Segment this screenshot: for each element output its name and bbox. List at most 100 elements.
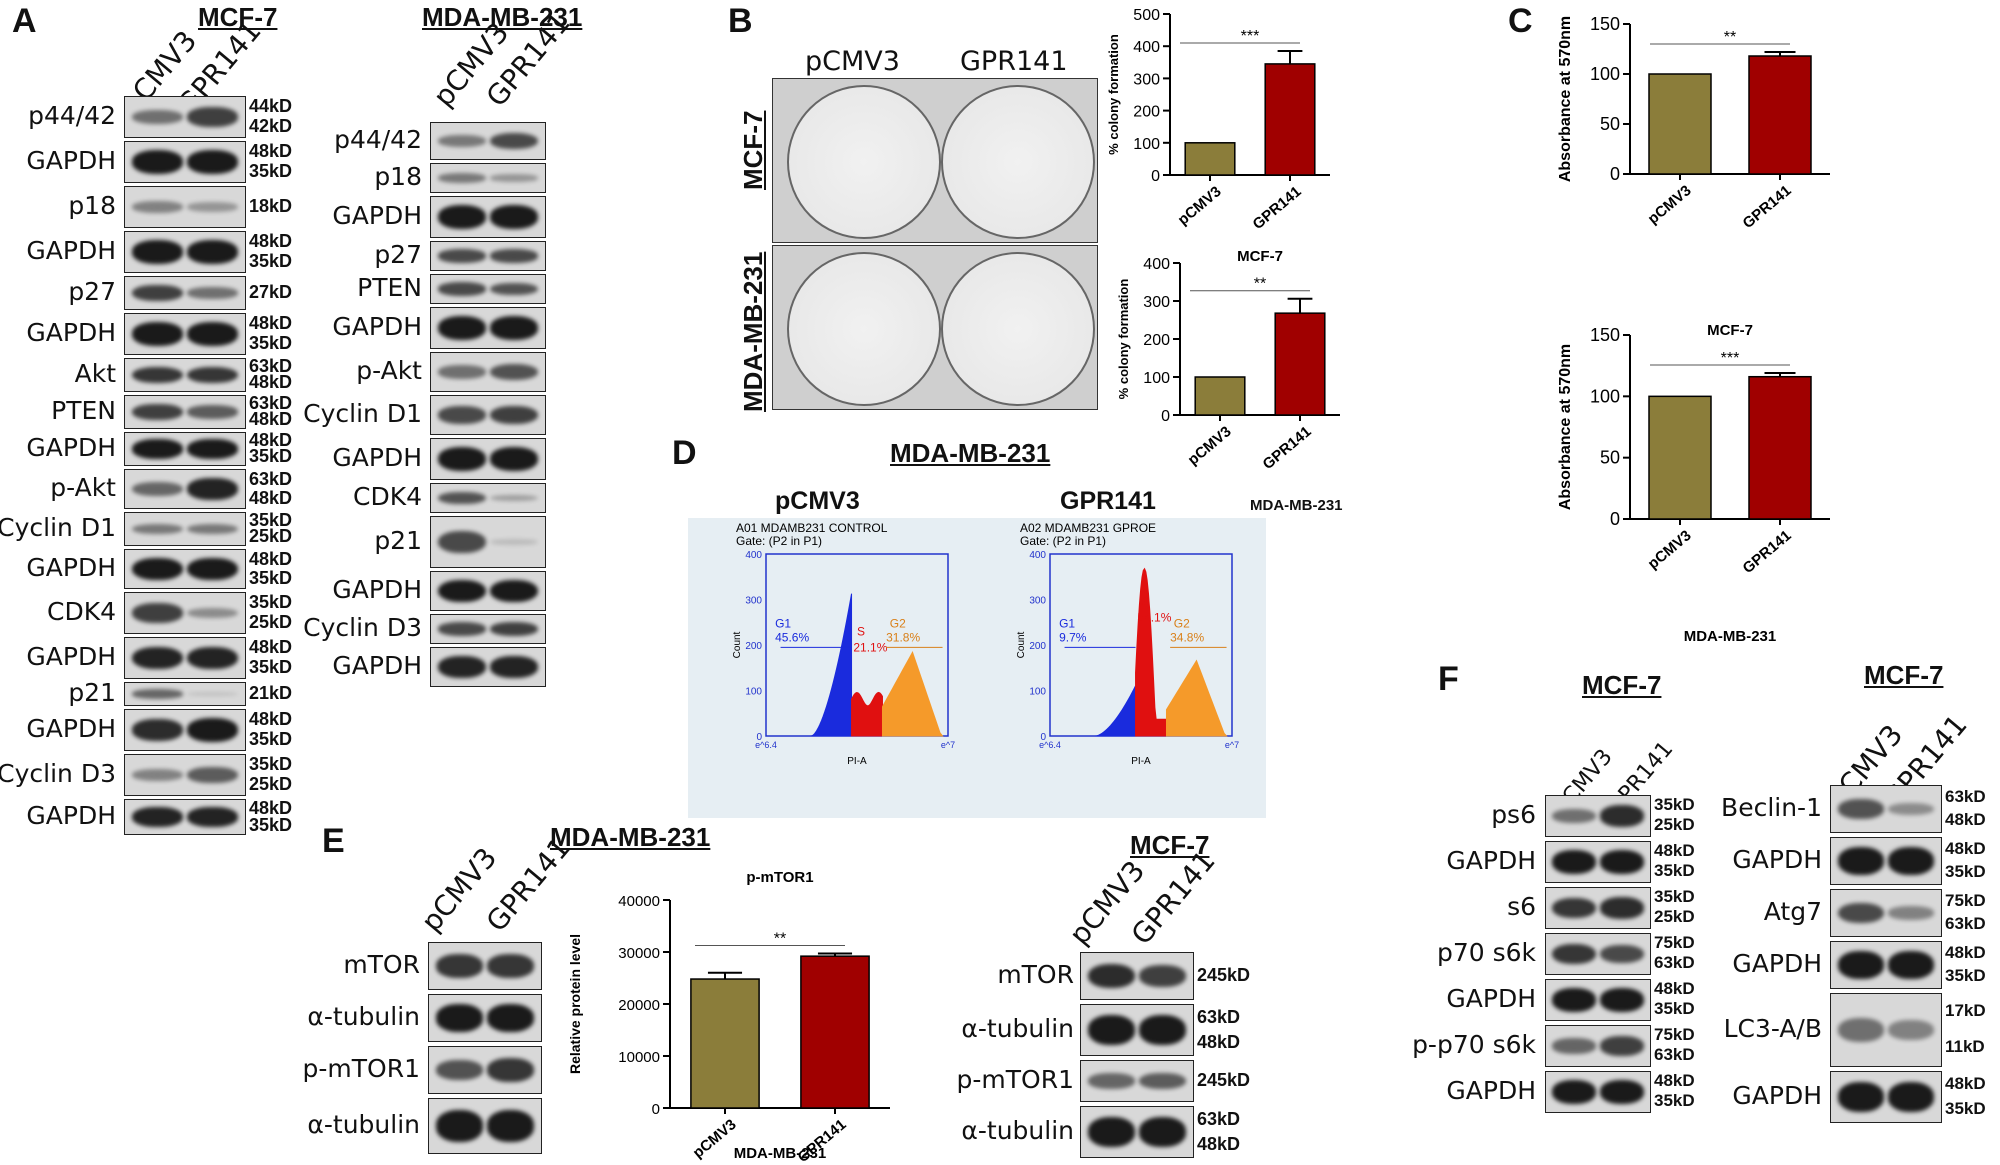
kd-marker: 35kD — [249, 161, 293, 181]
blot-label: p21 — [374, 526, 422, 555]
blot-band — [132, 603, 183, 623]
blot-strip — [430, 241, 546, 271]
blot-label: p-mTOR1 — [302, 1054, 420, 1083]
facs-gate: Gate: (P2 in P1) — [1020, 534, 1106, 548]
significance-label: *** — [1721, 350, 1740, 367]
blot-label: GAPDH — [26, 642, 116, 671]
blot-label: GAPDH — [1446, 984, 1536, 1013]
blot-band — [187, 240, 238, 264]
significance-label: ** — [1724, 29, 1736, 46]
panel-letter-d: D — [672, 434, 697, 472]
blot-band — [490, 282, 539, 296]
kd-marker: 48kD — [1945, 1073, 1986, 1093]
panel-d-title: MDA-MB-231 — [890, 438, 1051, 468]
blot-band — [490, 316, 539, 340]
kd-marker: 63kD — [249, 468, 293, 489]
y-tick-label: 0 — [1151, 168, 1160, 185]
facs-x-tick: e^7 — [941, 740, 955, 750]
kd-marker: 25kD — [249, 526, 293, 546]
kd-marker: 48kD — [249, 409, 293, 429]
y-tick-label: 150 — [1590, 325, 1620, 345]
blot-band — [1552, 1038, 1596, 1054]
blot-band — [437, 205, 486, 229]
colony-dish-gpr — [941, 252, 1095, 406]
y-axis-label: % colony formation — [1106, 34, 1121, 155]
facs-s-label: S — [857, 624, 865, 638]
blot-band — [487, 1004, 535, 1032]
blot-band — [1552, 943, 1596, 965]
blot-band — [490, 249, 539, 263]
kd-marker: 63kD — [249, 356, 293, 376]
blot-strip — [430, 614, 546, 644]
blot-band — [187, 202, 238, 212]
facs-x-label: PI-A — [847, 756, 867, 767]
kd-marker: 44kD — [249, 96, 293, 116]
panel-f-left-title: MCF-7 — [1582, 670, 1662, 700]
blot-strip — [1830, 889, 1942, 937]
blot-strip — [124, 754, 246, 796]
facs-y-tick: 300 — [745, 596, 762, 607]
facs-histogram-segment — [811, 593, 853, 737]
kd-marker: 63kD — [1654, 1045, 1695, 1064]
significance-label: *** — [1241, 28, 1260, 45]
blot-band — [1087, 963, 1135, 989]
kd-marker: 245kD — [1197, 965, 1251, 985]
kd-marker: 35kD — [1945, 1098, 1986, 1118]
blot-label: CDK4 — [46, 597, 116, 626]
blot-strip — [430, 571, 546, 611]
blot-label: Cyclin D3 — [0, 759, 116, 788]
kd-marker: 75kD — [1945, 890, 1986, 910]
y-tick-label: 100 — [1590, 64, 1620, 84]
y-tick-label: 300 — [1133, 71, 1160, 88]
blot-strip — [124, 682, 246, 706]
bar — [800, 955, 870, 1109]
blot-band — [437, 406, 486, 424]
blot-strip — [1830, 785, 1942, 833]
blot-label: p-Akt — [50, 473, 116, 502]
blot-band — [435, 1004, 483, 1032]
facs-s-label: S — [1141, 594, 1149, 608]
blot-label: PTEN — [51, 396, 116, 425]
kd-marker: 48kD — [1654, 841, 1695, 860]
blot-label: PTEN — [357, 273, 422, 302]
kd-marker: 35kD — [249, 446, 293, 466]
kd-marker: 35kD — [249, 754, 293, 774]
x-tick-label: GPR141 — [1250, 183, 1305, 233]
blot-band — [1837, 847, 1884, 875]
kd-marker: 35kD — [1654, 999, 1695, 1018]
facs-y-tick: 200 — [745, 641, 762, 652]
panel-letter-e: E — [322, 822, 345, 860]
panel-e-mda-title: MDA-MB-231 — [550, 822, 711, 852]
blot-label: GAPDH — [26, 714, 116, 743]
blot-band — [487, 1110, 535, 1142]
bar — [1264, 63, 1316, 176]
blot-band — [1888, 847, 1935, 875]
kd-marker: 35kD — [1654, 887, 1695, 906]
blot-band — [1600, 805, 1644, 827]
blot-strip — [430, 395, 546, 435]
blot-band — [132, 689, 183, 699]
blot-label: GAPDH — [332, 575, 422, 604]
blot-label: ps6 — [1491, 800, 1536, 829]
facs-y-tick: 0 — [756, 732, 762, 743]
blot-band — [187, 107, 238, 127]
significance-label: ** — [1254, 276, 1266, 293]
kd-marker: 35kD — [249, 333, 293, 353]
blot-strip — [1545, 1025, 1651, 1067]
facs-y-tick: 300 — [1029, 596, 1046, 607]
blot-band — [490, 447, 539, 471]
blot-strip — [430, 196, 546, 238]
y-tick-label: 100 — [1133, 136, 1160, 153]
kd-marker: 35kD — [1945, 861, 1986, 881]
facs-y-tick: 200 — [1029, 641, 1046, 652]
blot-band — [1552, 850, 1596, 874]
panel-letter-f: F — [1438, 660, 1459, 698]
blot-strip — [428, 994, 542, 1042]
blot-band — [187, 718, 238, 742]
facs-y-tick: 400 — [1029, 550, 1046, 561]
blot-strip — [428, 1098, 542, 1154]
blot-strip — [124, 313, 246, 355]
blot-label: GAPDH — [26, 146, 116, 175]
blot-label: p-mTOR1 — [956, 1065, 1074, 1094]
x-tick-label: GPR141 — [1740, 527, 1795, 577]
